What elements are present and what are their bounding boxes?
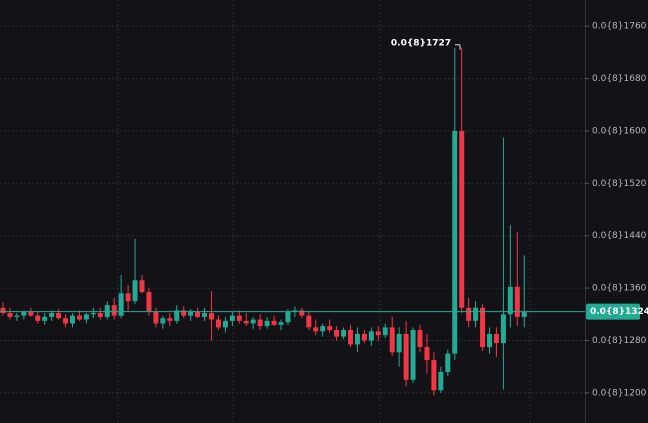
candle-body	[188, 311, 194, 316]
candle-body	[445, 353, 451, 372]
candle-body	[35, 315, 41, 321]
candle-body	[417, 330, 423, 348]
candle-body	[215, 319, 221, 328]
candle-body	[49, 312, 55, 317]
candle-body	[28, 311, 34, 316]
candle-body	[493, 333, 499, 344]
y-tick-label: 0.0{8}1760	[592, 22, 647, 32]
candle-body	[521, 311, 527, 317]
candle-body	[271, 320, 277, 325]
candle-body	[21, 311, 27, 316]
candle-body	[160, 318, 166, 324]
candle-body	[139, 280, 145, 293]
candle-body	[341, 330, 347, 337]
candle-body	[466, 307, 472, 321]
candle-body	[104, 305, 110, 317]
candle-body	[396, 333, 402, 353]
candle-body	[452, 130, 458, 354]
y-tick-label: 0.0{8}1520	[592, 179, 647, 189]
candle-body	[438, 371, 444, 391]
y-tick-label: 0.0{8}1360	[592, 284, 647, 294]
last-price-box	[586, 303, 640, 320]
y-tick-label: 0.0{8}1600	[592, 126, 647, 136]
candle-body	[278, 322, 284, 325]
candle-body	[327, 326, 333, 331]
candle-body	[243, 320, 249, 324]
candle-body	[76, 315, 82, 320]
candle-body	[0, 307, 6, 313]
candle-body	[285, 311, 291, 323]
candle-body	[514, 286, 520, 317]
candle-body	[167, 318, 173, 321]
candle-body	[63, 318, 69, 324]
candle-body	[202, 312, 208, 317]
candle-body	[334, 330, 340, 337]
candle-body	[431, 360, 437, 391]
candle-body	[424, 347, 430, 361]
candle-body	[195, 311, 201, 317]
candle-body	[473, 307, 479, 321]
y-tick-label: 0.0{8}1280	[592, 336, 647, 346]
candle-body	[14, 315, 20, 317]
candle-body	[292, 310, 298, 312]
candle-body	[375, 331, 381, 336]
candle-body	[361, 333, 367, 341]
candle-body	[70, 315, 75, 324]
candle-body	[181, 310, 187, 316]
candle-body	[299, 310, 305, 316]
candle-body	[507, 286, 513, 315]
candle-body	[97, 312, 103, 317]
candle-body	[222, 320, 228, 328]
candle-body	[146, 292, 152, 312]
candle-body	[480, 307, 486, 348]
candle-body	[209, 312, 214, 320]
candle-body	[382, 327, 388, 336]
candle-body	[348, 330, 353, 345]
candle-body	[320, 326, 326, 332]
candle-body	[410, 330, 416, 380]
y-tick-label: 0.0{8}1440	[592, 231, 647, 241]
candle-body	[56, 312, 62, 319]
candle-body	[459, 130, 465, 308]
candle-body	[354, 333, 360, 345]
candle-body	[389, 327, 395, 353]
candle-body	[174, 310, 180, 321]
candle-body	[153, 311, 159, 324]
y-tick-label: 0.0{8}1680	[592, 74, 647, 84]
candle-body	[257, 319, 263, 327]
candle-body	[487, 333, 492, 348]
vertical-grid	[117, 0, 531, 423]
candle-body	[313, 327, 319, 332]
candle-body	[7, 312, 13, 317]
candle-body	[368, 331, 374, 341]
candle-body	[403, 333, 409, 380]
candle-body	[42, 316, 48, 321]
candle-body	[125, 293, 131, 302]
y-tick-label: 0.0{8}1200	[592, 388, 647, 398]
candle-body	[236, 315, 242, 321]
candle-body	[229, 315, 235, 321]
last-price-label: 0.0{8}1324	[590, 307, 648, 317]
candle-body	[132, 280, 138, 302]
candle-body	[500, 314, 506, 344]
high-label: 0.0{8}1727	[391, 38, 451, 48]
candle-body	[306, 315, 312, 328]
candle-body	[111, 305, 117, 316]
candle-body	[250, 319, 256, 324]
candle-body	[118, 293, 124, 316]
candle-body	[83, 314, 89, 320]
candle-body	[90, 312, 96, 315]
candle-body	[264, 320, 270, 327]
